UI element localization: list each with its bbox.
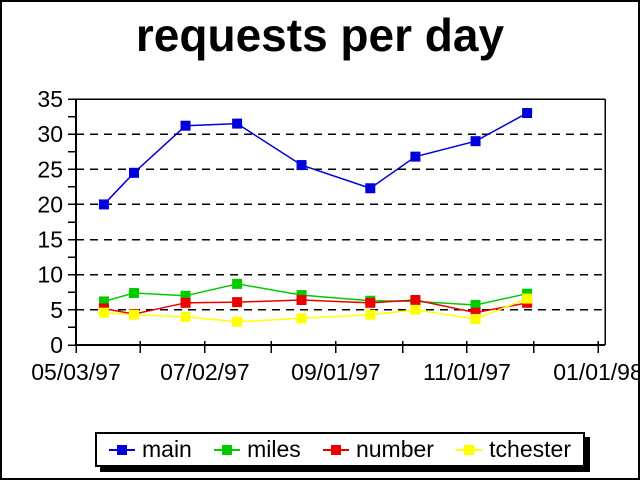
- data-point-tchester: [129, 309, 139, 320]
- data-point-main: [410, 151, 421, 162]
- data-point-number: [410, 295, 421, 306]
- legend-marker-tchester-icon: [456, 444, 483, 455]
- data-point-miles: [98, 296, 109, 307]
- data-point-tchester: [232, 316, 243, 327]
- legend-marker-number-icon: [322, 444, 349, 455]
- legend-item-tchester: tchester: [456, 436, 571, 463]
- y-axis-ticks: [68, 98, 76, 346]
- y-gridlines: [76, 133, 605, 311]
- data-point-number: [470, 307, 481, 318]
- y-tick-label: 10: [37, 262, 63, 288]
- data-point-tchester: [180, 311, 191, 322]
- x-tick-label: 09/01/97: [291, 359, 381, 385]
- data-point-tchester: [522, 293, 533, 304]
- y-tick-label: 0: [50, 332, 63, 358]
- data-point-tchester: [410, 304, 421, 315]
- y-axis-labels: 0 5 10 15 20 25 30 35: [37, 86, 63, 358]
- y-tick-label: 25: [37, 156, 63, 182]
- x-axis-ticks: [75, 341, 599, 353]
- data-point-main: [365, 183, 376, 194]
- y-tick-label: 5: [50, 297, 63, 323]
- data-point-main: [129, 167, 139, 178]
- data-point-miles: [232, 278, 243, 289]
- legend-label-number: number: [355, 436, 434, 462]
- data-point-main: [470, 136, 481, 147]
- data-point-main: [522, 108, 533, 119]
- legend-label-miles: miles: [247, 436, 301, 462]
- y-tick-label: 15: [37, 227, 63, 253]
- legend: main miles number tchester: [95, 432, 585, 467]
- data-point-number: [180, 297, 191, 308]
- legend-item-main: main: [109, 436, 192, 463]
- data-point-tchester: [365, 309, 376, 320]
- data-point-number: [365, 297, 376, 308]
- data-point-tchester: [296, 313, 307, 324]
- x-tick-label: 01/01/98: [553, 359, 640, 385]
- x-tick-label: 05/03/97: [31, 359, 121, 385]
- data-point-main: [180, 120, 191, 131]
- data-point-tchester: [470, 313, 481, 324]
- legend-label-main: main: [142, 436, 192, 462]
- data-point-number: [296, 295, 307, 306]
- legend-marker-miles-icon: [214, 444, 241, 455]
- legend-label-tchester: tchester: [489, 436, 571, 462]
- data-point-main: [296, 160, 307, 171]
- plot-frame: [76, 98, 606, 345]
- legend-item-number: number: [322, 436, 434, 463]
- data-point-main: [98, 199, 109, 210]
- data-point-main: [232, 118, 243, 129]
- chart-title: requests per day: [135, 9, 505, 61]
- series-tchester: [98, 293, 533, 327]
- y-tick-label: 30: [37, 121, 63, 147]
- data-point-miles: [129, 287, 139, 298]
- data-point-tchester: [98, 307, 109, 318]
- series-miles: [98, 278, 533, 310]
- legend-item-miles: miles: [214, 436, 301, 463]
- data-point-miles: [470, 299, 481, 310]
- y-tick-label: 20: [37, 191, 63, 217]
- data-point-number: [232, 297, 243, 308]
- series-main: [98, 108, 533, 210]
- x-tick-label: 07/02/97: [160, 359, 250, 385]
- x-tick-label: 11/01/97: [423, 359, 511, 385]
- legend-marker-main-icon: [109, 444, 135, 455]
- y-tick-label: 35: [37, 86, 63, 112]
- x-axis-labels: 05/03/97 07/02/97 09/01/97 11/01/97 01/01/98: [31, 359, 640, 385]
- data-point-miles: [180, 290, 191, 301]
